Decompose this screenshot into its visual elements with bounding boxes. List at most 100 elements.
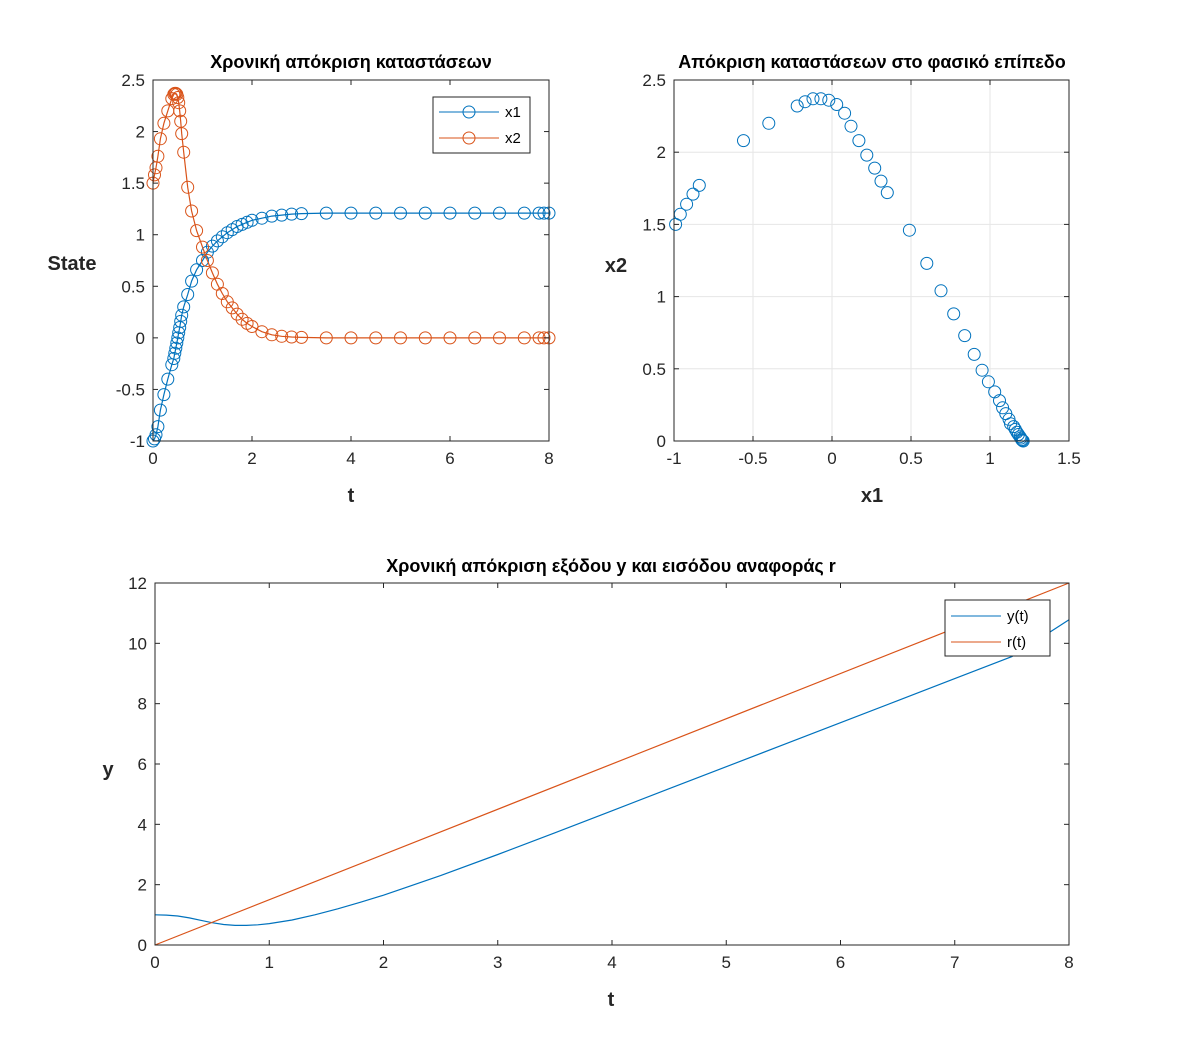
x-tick-label: 6 <box>836 953 845 972</box>
subplot3-legend: y(t) r(t) <box>944 599 1051 657</box>
data-point-marker <box>295 207 308 221</box>
y-tick-label: 0 <box>138 936 147 955</box>
data-point-marker <box>168 346 182 360</box>
y-tick-label: 0.5 <box>121 277 145 296</box>
data-point-marker <box>157 388 171 402</box>
y-tick-label: 0.5 <box>642 360 666 379</box>
data-point-marker <box>902 223 916 237</box>
data-point-marker <box>196 240 209 254</box>
data-point-marker <box>692 178 706 192</box>
data-point-marker <box>934 284 948 298</box>
data-point-marker <box>175 308 189 322</box>
data-point-marker <box>981 375 995 389</box>
series-y(t) <box>154 619 1070 927</box>
data-point-marker <box>537 331 551 345</box>
data-point-marker <box>177 300 191 314</box>
data-point-marker <box>185 274 199 288</box>
data-point-marker <box>838 106 852 120</box>
legend-x2-marker <box>462 131 476 145</box>
data-point-marker <box>265 209 279 223</box>
series-r(t) <box>154 582 1070 946</box>
series-line <box>152 92 549 339</box>
data-point-marker <box>319 206 333 220</box>
data-point-marker <box>443 206 457 220</box>
data-point-marker <box>215 287 229 300</box>
series-x1 <box>146 206 556 448</box>
x-tick-label: 0.5 <box>899 449 923 468</box>
y-tick-label: 4 <box>138 815 147 834</box>
x-tick-label: 4 <box>607 953 616 972</box>
x-tick-label: 1 <box>265 953 274 972</box>
data-point-marker <box>947 307 961 321</box>
data-point-marker <box>394 331 407 345</box>
data-point-marker <box>798 95 812 109</box>
data-point-marker <box>880 186 894 200</box>
data-point-marker <box>344 206 358 220</box>
y-tick-label: -1 <box>130 432 145 451</box>
data-point-marker <box>319 331 333 345</box>
subplot2-plot-area: -1 -0.5 0 0.5 1 1.5 0 0.5 1 1.5 2 2.5 <box>642 71 1080 468</box>
y-tick-label: 0 <box>136 329 145 348</box>
data-point-marker <box>285 330 299 344</box>
data-point-marker <box>762 116 776 130</box>
x-tick-label: 7 <box>950 953 959 972</box>
subplot1-title: Χρονική απόκριση καταστάσεων <box>210 52 492 72</box>
data-point-marker <box>1015 433 1029 447</box>
data-point-marker <box>190 263 204 277</box>
data-point-marker <box>230 307 244 321</box>
data-point-marker <box>394 206 407 220</box>
data-point-marker <box>185 204 199 218</box>
data-point-marker <box>205 266 219 280</box>
axes-box <box>673 79 1070 442</box>
data-point-marker <box>157 116 171 130</box>
data-point-marker <box>171 331 185 345</box>
data-point-marker <box>874 174 888 188</box>
legend-r-label: r(t) <box>1007 634 1026 651</box>
legend-box <box>432 96 531 154</box>
data-point-marker <box>814 92 828 106</box>
y-tick-label: 2 <box>136 123 145 142</box>
x-tick-label: 0 <box>150 953 159 972</box>
x-tick-label: 1 <box>985 449 994 468</box>
data-point-marker <box>369 331 383 345</box>
y-tick-label: 6 <box>138 755 147 774</box>
legend-x1-label: x1 <box>505 104 521 121</box>
data-point-marker <box>161 372 175 386</box>
subplot1-xlabel: t <box>348 485 355 507</box>
y-tick-label: 2 <box>138 876 147 895</box>
series-x2 <box>146 86 556 345</box>
y-tick-label: 0 <box>657 432 666 451</box>
data-point-marker <box>285 207 299 221</box>
subplot3-ylabel: y <box>102 759 114 781</box>
x-tick-label: 5 <box>722 953 731 972</box>
y-tick-label: 8 <box>138 695 147 714</box>
data-point-marker <box>418 331 432 345</box>
data-point-marker <box>844 119 858 133</box>
data-point-marker <box>295 330 308 344</box>
legend-x2-label: x2 <box>505 130 521 147</box>
data-point-marker <box>418 206 432 220</box>
x-tick-label: 0 <box>148 449 157 468</box>
y-tick-label: 2.5 <box>121 71 145 90</box>
x-tick-label: 8 <box>544 449 553 468</box>
subplot2-xlabel: x1 <box>861 485 883 507</box>
data-point-marker <box>852 134 866 148</box>
subplot2-title: Απόκριση καταστάσεων στο φασικό επίπεδο <box>678 52 1065 72</box>
data-point-marker <box>171 91 185 104</box>
data-point-marker <box>245 213 259 227</box>
data-point-marker <box>806 92 820 106</box>
data-point-marker <box>517 206 531 220</box>
subplot1-legend: x1 x2 <box>432 96 531 154</box>
data-point-marker <box>493 206 506 220</box>
data-point-marker <box>275 329 289 343</box>
data-point-marker <box>790 99 804 113</box>
y-tick-label: 1.5 <box>642 215 666 234</box>
y-tick-label: 1 <box>136 226 145 245</box>
data-point-marker <box>737 134 750 148</box>
x-tick-label: 8 <box>1064 953 1073 972</box>
data-point-marker <box>468 331 482 345</box>
data-point-marker <box>993 394 1006 408</box>
data-point-marker <box>443 331 457 345</box>
data-point-marker <box>177 145 191 159</box>
